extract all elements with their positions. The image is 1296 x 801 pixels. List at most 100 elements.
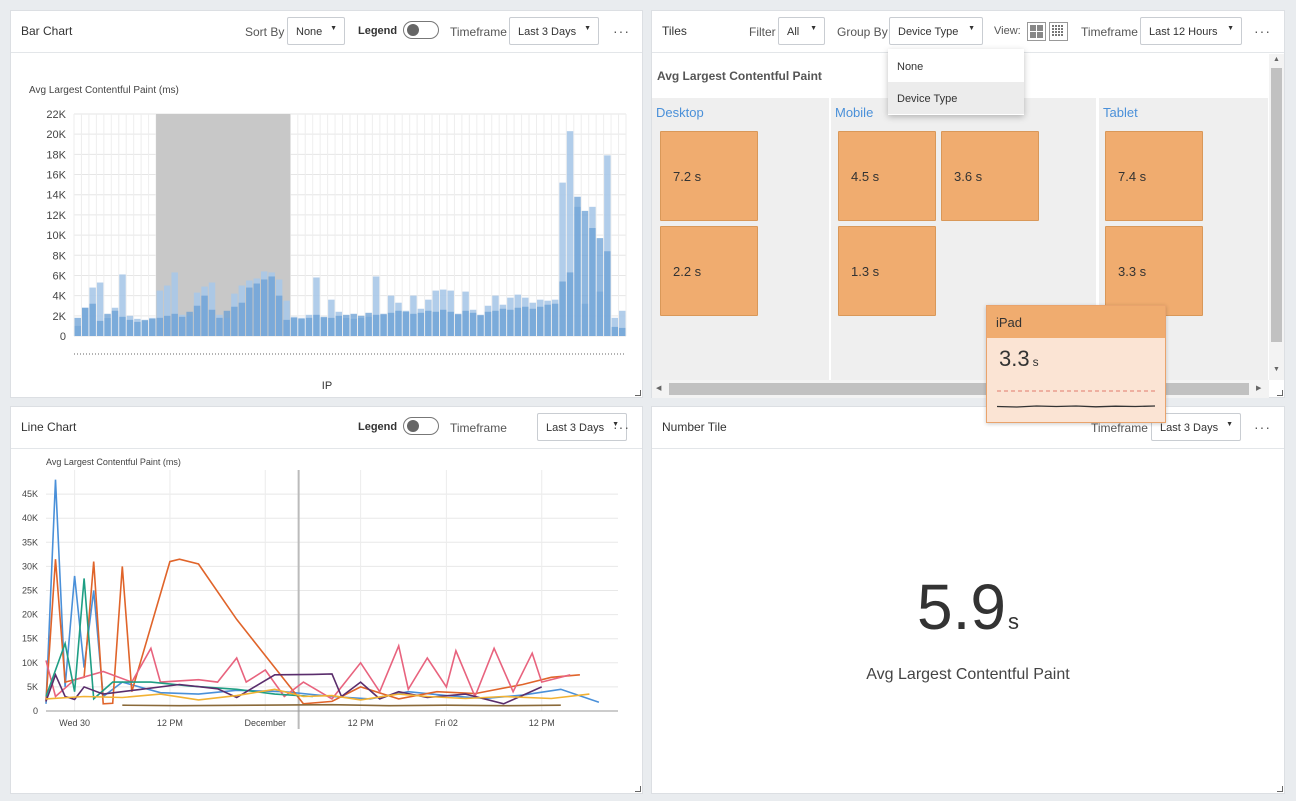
panel-title: Number Tile xyxy=(662,420,727,434)
group-label-desktop[interactable]: Desktop xyxy=(656,105,704,120)
panel-title: Bar Chart xyxy=(21,24,73,38)
grid-large-glyph xyxy=(1030,25,1043,38)
bar-overlay xyxy=(111,310,119,336)
timeframe-value: Last 12 Hours xyxy=(1149,26,1218,38)
x-tick-label: Wed 30 xyxy=(59,718,90,728)
filter-dropdown[interactable]: All ▼ xyxy=(778,17,825,45)
y-tick-label: 4K xyxy=(53,291,67,303)
timeframe-value: Last 3 Days xyxy=(546,422,605,434)
more-options-icon[interactable]: ··· xyxy=(613,419,630,435)
resize-handle[interactable] xyxy=(1277,786,1283,792)
timeframe-dropdown[interactable]: Last 12 Hours ▼ xyxy=(1140,17,1242,45)
panel-title: Tiles xyxy=(662,24,687,38)
legend-toggle[interactable] xyxy=(403,417,439,435)
tile[interactable]: 7.2 s xyxy=(660,131,758,221)
tile[interactable]: 7.4 s xyxy=(1105,131,1203,221)
bar-overlay xyxy=(320,316,328,336)
sort-by-dropdown[interactable]: None ▼ xyxy=(287,17,345,45)
timeframe-label: Timeframe xyxy=(1081,25,1138,39)
menu-item-device-type[interactable]: Device Type xyxy=(888,82,1024,114)
group-by-dropdown[interactable]: Device Type ▼ xyxy=(889,17,983,45)
bar xyxy=(313,277,320,336)
bar-overlay xyxy=(499,308,507,336)
vertical-scrollbar[interactable]: ▲ ▼ xyxy=(1269,54,1284,380)
scroll-left-icon[interactable]: ◀ xyxy=(656,385,662,392)
bar-overlay xyxy=(313,314,320,336)
y-tick-label: 0 xyxy=(60,331,66,343)
bar-overlay xyxy=(417,312,425,336)
bar-overlay xyxy=(283,319,290,336)
bar xyxy=(171,272,178,336)
scroll-thumb[interactable] xyxy=(1271,68,1282,342)
series-line xyxy=(122,703,561,707)
tile-value: 7.4 s xyxy=(1118,169,1147,184)
bar-overlay xyxy=(74,317,81,336)
legend-toggle[interactable] xyxy=(403,21,439,39)
bar-overlay xyxy=(193,305,201,336)
tile[interactable]: 3.6 s xyxy=(941,131,1039,221)
bar-overlay xyxy=(119,316,126,336)
bar-overlay xyxy=(156,317,164,336)
bar-overlay xyxy=(164,315,171,336)
bar-overlay xyxy=(201,295,208,336)
timeframe-dropdown[interactable]: Last 3 Days ▼ xyxy=(1151,413,1241,441)
timeframe-label: Timeframe xyxy=(450,421,507,435)
bar-overlay xyxy=(208,309,216,336)
bar-overlay xyxy=(522,306,529,336)
bar-overlay xyxy=(462,310,469,336)
tile-value: 3.3 s xyxy=(1118,264,1147,279)
resize-handle[interactable] xyxy=(635,390,641,396)
tile[interactable]: 4.5 s xyxy=(838,131,936,221)
bar-overlay xyxy=(484,311,492,336)
tile[interactable]: 2.2 s xyxy=(660,226,758,316)
group-label-tablet[interactable]: Tablet xyxy=(1103,105,1138,120)
sort-by-label: Sort By xyxy=(245,25,285,39)
filter-label: Filter xyxy=(749,25,776,39)
scroll-right-icon[interactable]: ▶ xyxy=(1256,385,1262,392)
grid-small-view-icon[interactable] xyxy=(1049,22,1068,41)
bar-overlay xyxy=(178,316,186,336)
y-tick-label: 10K xyxy=(22,658,38,668)
menu-item-none[interactable]: None xyxy=(897,61,924,73)
bar-overlay xyxy=(350,313,357,336)
tooltip-sparkline xyxy=(997,390,1156,408)
more-options-icon[interactable]: ··· xyxy=(1254,419,1271,435)
scroll-up-icon[interactable]: ▲ xyxy=(1273,56,1280,63)
timeframe-label: Timeframe xyxy=(1091,421,1148,435)
tile[interactable]: 1.3 s xyxy=(838,226,936,316)
bar-overlay xyxy=(231,306,238,336)
bar-overlay xyxy=(365,312,372,336)
bar xyxy=(208,282,216,336)
bar-overlay xyxy=(440,309,447,336)
scroll-down-icon[interactable]: ▼ xyxy=(1273,366,1280,373)
timeframe-dropdown[interactable]: Last 3 Days ▼ xyxy=(537,413,627,441)
legend-label: Legend xyxy=(358,421,398,433)
grid-large-view-icon[interactable] xyxy=(1027,22,1046,41)
caret-down-icon: ▼ xyxy=(612,421,619,428)
timeframe-value: Last 3 Days xyxy=(1160,422,1219,434)
more-options-icon[interactable]: ··· xyxy=(613,23,630,39)
grid-small-glyph xyxy=(1052,25,1063,36)
resize-handle[interactable] xyxy=(1277,390,1283,396)
number-tile-header: Number Tile Timeframe Last 3 Days ▼ ··· xyxy=(652,407,1284,449)
x-tick-label: 12 PM xyxy=(157,718,183,728)
resize-handle[interactable] xyxy=(635,786,641,792)
filter-value: All xyxy=(787,26,800,38)
metric-unit: s xyxy=(1007,609,1019,634)
legend-label: Legend xyxy=(358,25,398,37)
timeframe-dropdown[interactable]: Last 3 Days ▼ xyxy=(509,17,599,45)
y-tick-label: 22K xyxy=(46,109,66,121)
y-tick-label: 18K xyxy=(46,149,66,161)
tooltip-value: 3.3 xyxy=(999,346,1030,371)
bar-overlay xyxy=(544,304,551,336)
horizontal-scrollbar[interactable]: ◀ ▶ xyxy=(652,380,1269,398)
bar-overlay xyxy=(447,311,454,336)
bar-overlay xyxy=(216,317,223,336)
tile[interactable]: 3.3 s xyxy=(1105,226,1203,316)
tooltip-value-row: 3.3 s xyxy=(999,346,1039,372)
group-label-mobile[interactable]: Mobile xyxy=(835,105,874,120)
bar-overlay xyxy=(454,313,462,336)
bar-overlay xyxy=(589,228,596,336)
more-options-icon[interactable]: ··· xyxy=(1254,23,1271,39)
bar-overlay xyxy=(305,317,313,336)
